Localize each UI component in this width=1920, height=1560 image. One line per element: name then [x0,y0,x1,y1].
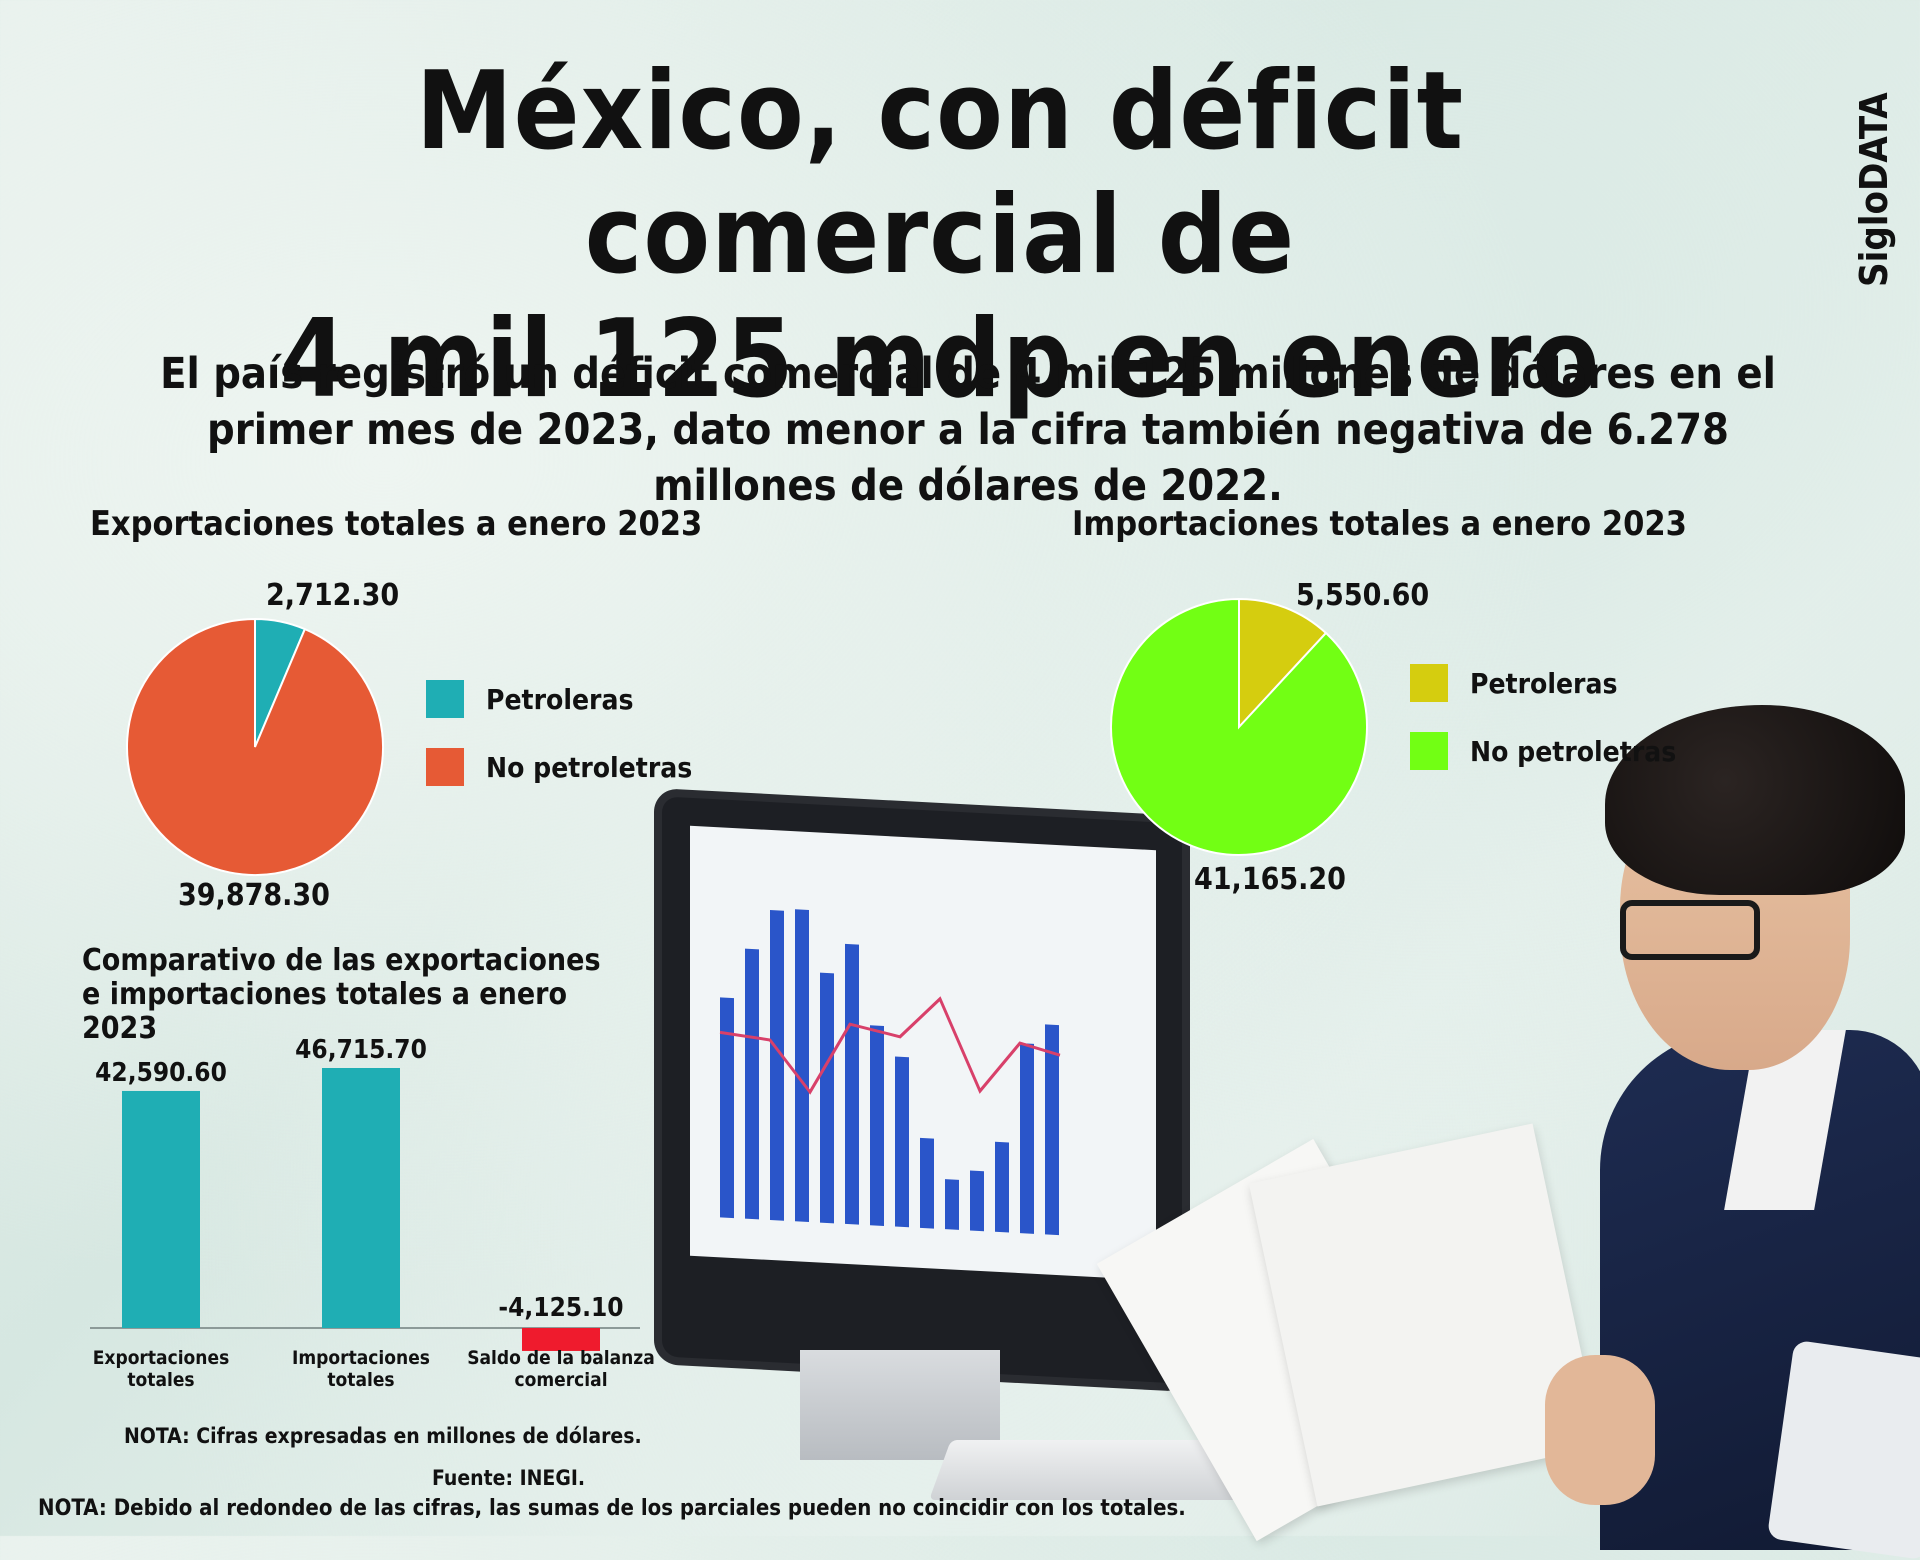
person-hair-illustration [1605,705,1905,895]
glasses-illustration [1620,900,1760,960]
exports-legend-no-petroleras: No petroletras [426,748,692,786]
title-line-1: México, con déficit comercial de [415,49,1465,298]
imports-petroleras-value: 5,550.60 [1296,578,1430,613]
exports-no-petroleras-value: 39,878.30 [178,878,330,913]
exports-petroleras-value: 2,712.30 [266,578,400,613]
legend-swatch [1410,732,1448,770]
bar-0 [122,1090,200,1328]
screen-chart-illustration [719,909,1061,1236]
title-line-2: 4 mil 125 mdp en enero [279,297,1601,422]
monitor-screen-illustration [690,825,1156,1281]
brand-logo: SigloDATA [1852,92,1896,288]
bar-category-label: Exportaciones [93,1347,230,1369]
bar-1 [322,1068,400,1328]
bar-value-label: 42,590.60 [95,1058,227,1088]
pie-slice-no-petroletras [1110,597,1368,856]
bar-category-label: comercial [514,1369,607,1391]
legend-label: Petroleras [1470,666,1618,700]
bar-category-label: Saldo de la balanza [467,1347,655,1369]
source-note: Fuente: INEGI. [432,1466,586,1490]
page-title: México, con déficit comercial de 4 mil 1… [140,50,1740,422]
pie-slice-petroleras [1238,597,1328,730]
rounding-note: NOTA: Debido al redondeo de las cifras, … [38,1496,1186,1521]
bar-chart-title: Comparativo de las exportaciones e impor… [82,943,601,1046]
comparison-bar-chart: 42,590.60Exportacionestotales46,715.70Im… [90,1035,655,1391]
hand-illustration [1545,1355,1655,1505]
bar-value-label: -4,125.10 [498,1293,623,1323]
laptop-illustration [1766,1339,1920,1560]
legend-label: No petroletras [486,750,693,784]
pie-slice-no-petroletras [126,617,384,876]
lead-paragraph: El país registró un déficit comercial de… [160,349,1776,511]
units-note: NOTA: Cifras expresadas en millones de d… [124,1424,642,1448]
legend-swatch [1410,664,1448,702]
exports-legend-petroleras: Petroleras [426,680,633,718]
imports-legend-no-petroleras: No petroletras [1410,732,1676,770]
bar-category-label: totales [127,1369,194,1391]
bar-category-label: Importaciones [292,1347,430,1369]
imports-pie-chart [1110,597,1368,856]
legend-label: Petroleras [486,682,634,716]
exports-pie-chart [126,617,384,876]
legend-swatch [426,680,464,718]
exports-pie-title: Exportaciones totales a enero 2023 [90,504,703,544]
bar-value-label: 46,715.70 [295,1035,427,1065]
imports-no-petroleras-value: 41,165.20 [1194,862,1346,897]
imports-pie-title: Importaciones totales a enero 2023 [1072,504,1687,544]
legend-label: No petroletras [1470,734,1677,768]
bar-category-label: totales [327,1369,394,1391]
legend-swatch [426,748,464,786]
bar-2 [522,1328,600,1351]
imports-legend-petroleras: Petroleras [1410,664,1617,702]
